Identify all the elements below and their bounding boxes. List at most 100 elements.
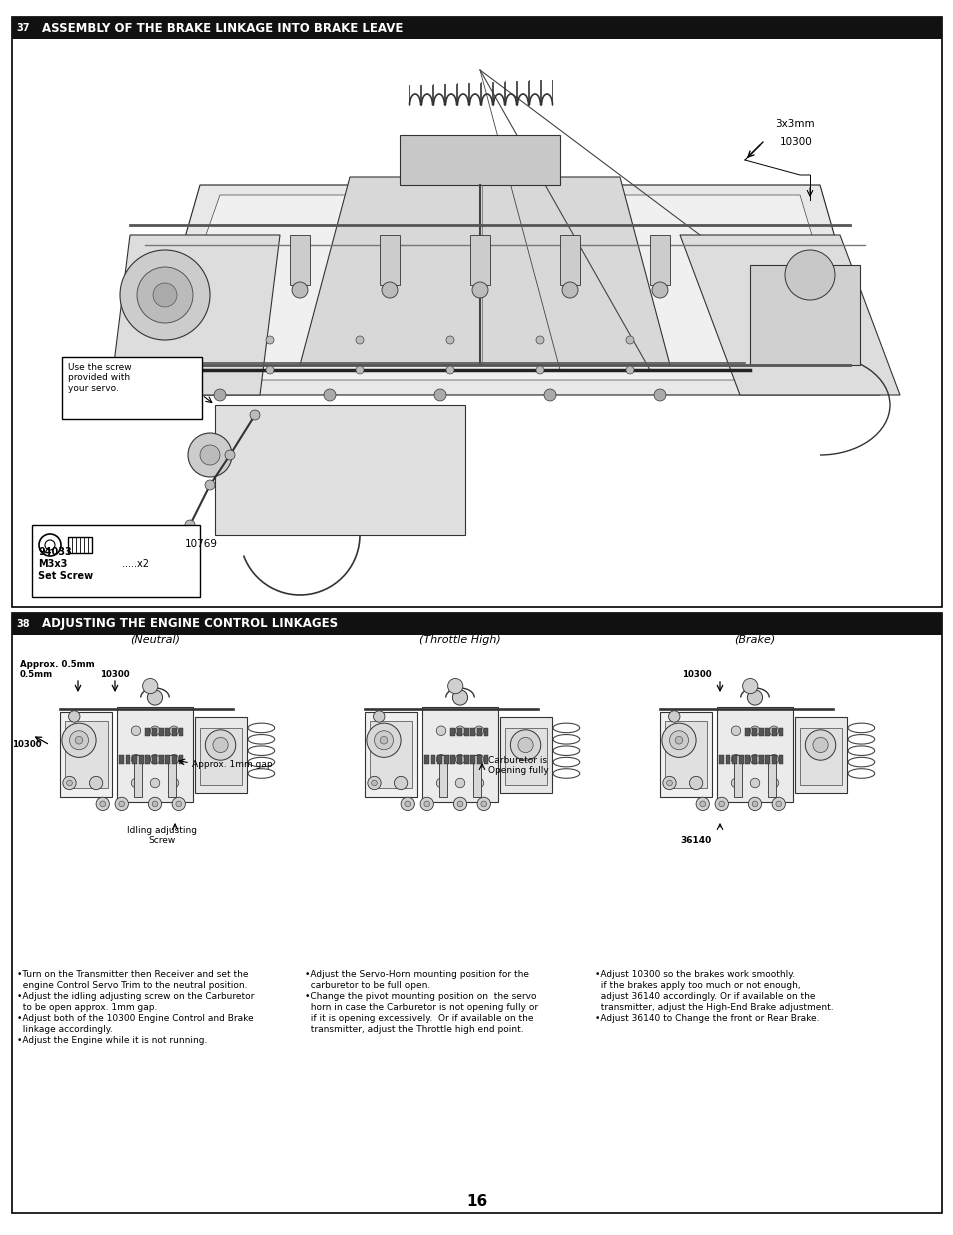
Circle shape bbox=[419, 798, 433, 810]
Circle shape bbox=[175, 802, 181, 806]
Circle shape bbox=[394, 777, 407, 789]
Circle shape bbox=[746, 690, 761, 705]
Circle shape bbox=[453, 798, 466, 810]
Bar bbox=[68, 537, 91, 553]
Circle shape bbox=[169, 755, 178, 764]
Circle shape bbox=[654, 389, 665, 401]
Text: (Throttle High): (Throttle High) bbox=[418, 635, 500, 645]
Bar bbox=[483, 727, 488, 736]
Circle shape bbox=[67, 781, 72, 785]
Bar bbox=[152, 727, 156, 736]
Text: Set Screw: Set Screw bbox=[38, 571, 93, 580]
Circle shape bbox=[169, 778, 178, 788]
Circle shape bbox=[355, 336, 364, 345]
Circle shape bbox=[561, 282, 578, 298]
Bar bbox=[134, 755, 142, 798]
Circle shape bbox=[372, 781, 377, 785]
Bar bbox=[499, 716, 552, 793]
Bar bbox=[738, 755, 742, 764]
Circle shape bbox=[115, 798, 129, 810]
Text: Approx. 0.5mm: Approx. 0.5mm bbox=[20, 659, 94, 669]
Bar bbox=[649, 235, 669, 285]
Circle shape bbox=[625, 336, 634, 345]
Circle shape bbox=[436, 778, 445, 788]
Bar bbox=[199, 727, 242, 785]
Circle shape bbox=[536, 366, 543, 374]
Circle shape bbox=[69, 711, 80, 722]
Circle shape bbox=[185, 520, 194, 530]
Text: 94033: 94033 bbox=[38, 547, 71, 557]
Bar bbox=[751, 755, 756, 764]
Bar bbox=[12, 613, 34, 635]
Bar bbox=[178, 755, 183, 764]
Circle shape bbox=[749, 726, 759, 736]
Polygon shape bbox=[399, 135, 559, 185]
Text: engine Control Servo Trim to the neutral position.: engine Control Servo Trim to the neutral… bbox=[17, 981, 247, 990]
Bar bbox=[126, 755, 131, 764]
Text: transmitter, adjust the Throttle high end point.: transmitter, adjust the Throttle high en… bbox=[305, 1025, 523, 1034]
Circle shape bbox=[119, 802, 125, 806]
Bar bbox=[450, 755, 455, 764]
Text: •Adjust both of the 10300 Engine Control and Brake: •Adjust both of the 10300 Engine Control… bbox=[17, 1014, 253, 1023]
Circle shape bbox=[132, 778, 141, 788]
Bar bbox=[470, 755, 475, 764]
Circle shape bbox=[225, 450, 234, 459]
Bar bbox=[438, 755, 446, 798]
Bar bbox=[158, 727, 163, 736]
Circle shape bbox=[775, 802, 781, 806]
Text: adjust 36140 accordingly. Or if available on the: adjust 36140 accordingly. Or if availabl… bbox=[595, 992, 815, 1002]
Circle shape bbox=[768, 778, 778, 788]
Circle shape bbox=[90, 777, 103, 789]
Bar bbox=[165, 755, 170, 764]
Circle shape bbox=[152, 802, 157, 806]
Circle shape bbox=[472, 282, 488, 298]
Circle shape bbox=[446, 366, 454, 374]
Circle shape bbox=[368, 777, 381, 789]
Text: •Turn on the Transmitter then Receiver and set the: •Turn on the Transmitter then Receiver a… bbox=[17, 969, 248, 979]
Circle shape bbox=[100, 802, 106, 806]
Text: to be open approx. 1mm gap.: to be open approx. 1mm gap. bbox=[17, 1003, 157, 1011]
Bar bbox=[751, 727, 756, 736]
Bar bbox=[719, 755, 723, 764]
Bar bbox=[117, 706, 193, 802]
Circle shape bbox=[172, 798, 185, 810]
Text: 10300: 10300 bbox=[12, 740, 42, 748]
Text: Idling adjusting
Screw: Idling adjusting Screw bbox=[127, 826, 196, 845]
Bar bbox=[758, 727, 762, 736]
Bar bbox=[119, 755, 124, 764]
Bar bbox=[732, 755, 736, 764]
Text: 3x3mm: 3x3mm bbox=[774, 119, 814, 128]
Text: ASSEMBLY OF THE BRAKE LINKAGE INTO BRAKE LEAVE: ASSEMBLY OF THE BRAKE LINKAGE INTO BRAKE… bbox=[42, 21, 403, 35]
Circle shape bbox=[292, 282, 308, 298]
Circle shape bbox=[200, 445, 220, 466]
Bar bbox=[34, 17, 941, 40]
Circle shape bbox=[143, 678, 157, 694]
Circle shape bbox=[120, 249, 210, 340]
Text: carburetor to be full open.: carburetor to be full open. bbox=[305, 981, 430, 990]
Bar bbox=[473, 755, 480, 798]
Circle shape bbox=[696, 798, 709, 810]
Circle shape bbox=[150, 726, 159, 736]
Text: ADJUSTING THE ENGINE CONTROL LINKAGES: ADJUSTING THE ENGINE CONTROL LINKAGES bbox=[42, 618, 337, 631]
Bar bbox=[476, 755, 481, 764]
Bar bbox=[483, 755, 488, 764]
Bar bbox=[749, 266, 859, 366]
Circle shape bbox=[517, 737, 533, 752]
Circle shape bbox=[213, 737, 228, 752]
Circle shape bbox=[149, 798, 161, 810]
Bar bbox=[744, 755, 749, 764]
Bar bbox=[664, 721, 707, 788]
Circle shape bbox=[668, 711, 679, 722]
Bar bbox=[172, 755, 176, 764]
Circle shape bbox=[804, 730, 835, 761]
Circle shape bbox=[446, 336, 454, 345]
Bar bbox=[370, 721, 412, 788]
Bar bbox=[152, 755, 156, 764]
Bar bbox=[194, 716, 247, 793]
Bar bbox=[794, 716, 846, 793]
Bar bbox=[733, 755, 740, 798]
Text: 38: 38 bbox=[16, 619, 30, 629]
Circle shape bbox=[132, 755, 141, 764]
Circle shape bbox=[150, 778, 159, 788]
Bar bbox=[764, 727, 769, 736]
